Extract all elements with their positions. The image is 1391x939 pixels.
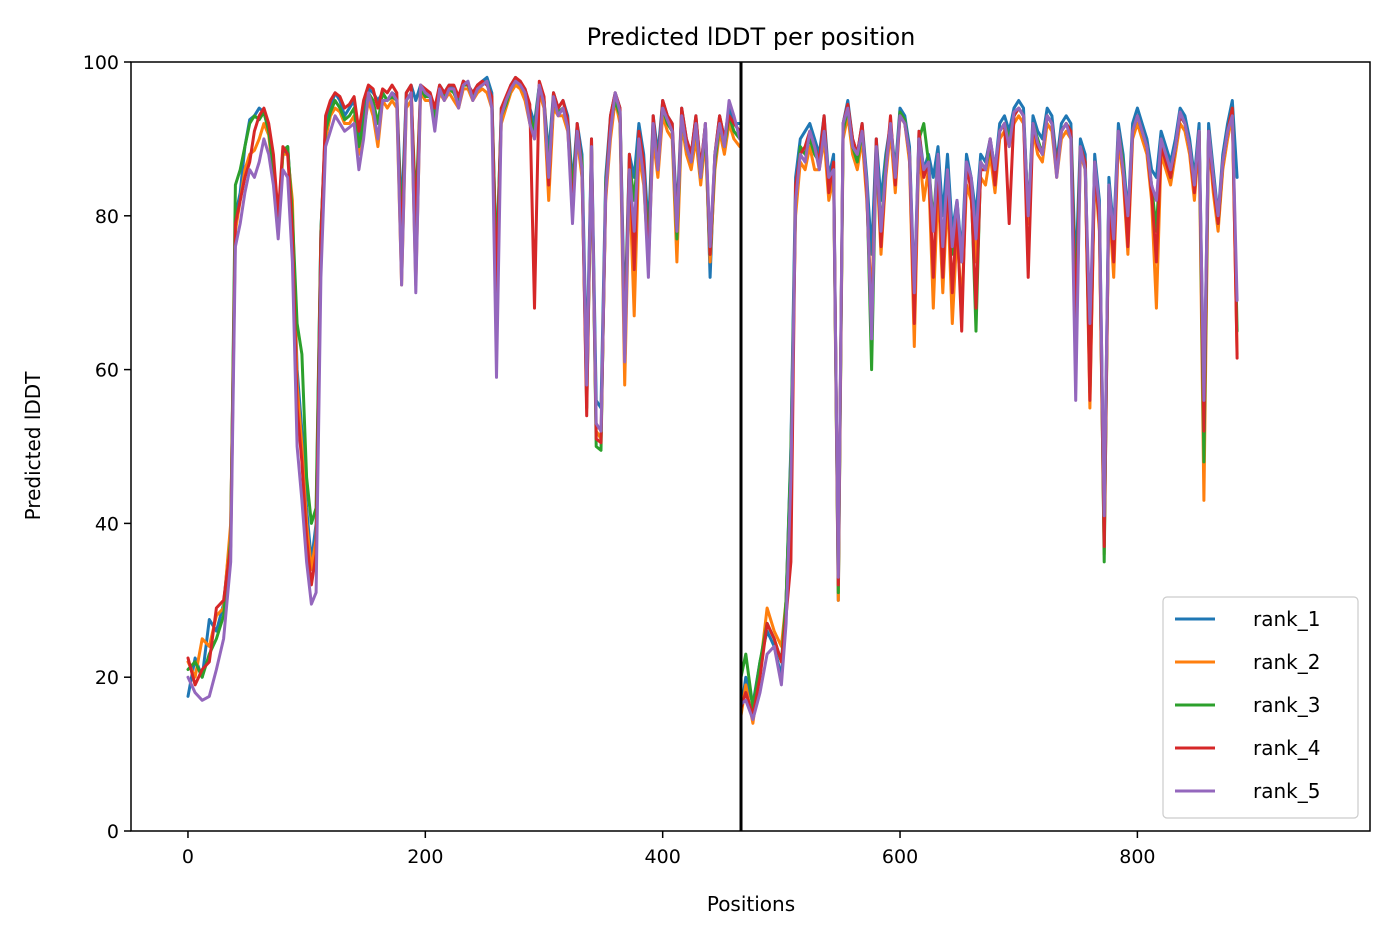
y-tick-label: 80 [95,206,119,228]
x-tick-label: 0 [182,846,194,868]
series-line-rank_4-chain-b [739,102,1239,718]
x-tick-label: 400 [645,846,681,868]
x-axis: 0 200 400 600 800 [182,831,1156,868]
legend-label-rank_3: rank_3 [1253,693,1320,717]
y-tick-label: 0 [107,821,119,843]
x-tick-label: 200 [407,846,443,868]
x-axis-title: Positions [707,892,795,916]
y-tick-label: 40 [95,513,119,535]
series-layer [186,75,1239,725]
y-tick-label: 60 [95,360,119,382]
series-line-rank_5-chain-a [186,79,742,702]
chart-title: Predicted lDDT per position [587,23,916,51]
legend-label-rank_2: rank_2 [1253,650,1320,674]
y-tick-label: 20 [95,667,119,689]
legend-box [1162,596,1359,819]
y-axis-title: Predicted lDDT [21,371,45,521]
x-tick-label: 600 [882,846,918,868]
legend-label-rank_4: rank_4 [1253,736,1320,760]
y-axis: 0 20 40 60 80 100 [83,52,131,843]
plot-area [130,61,1371,832]
legend-label-rank_1: rank_1 [1253,607,1320,631]
series-line-rank_5-chain-b [739,106,1239,721]
x-tick-label: 800 [1119,846,1155,868]
legend: rank_1 rank_2 rank_3 rank_4 rank_5 [1162,596,1359,819]
legend-label-rank_5: rank_5 [1253,779,1320,803]
y-tick-label: 100 [83,52,119,74]
plot-frame [130,61,1371,832]
